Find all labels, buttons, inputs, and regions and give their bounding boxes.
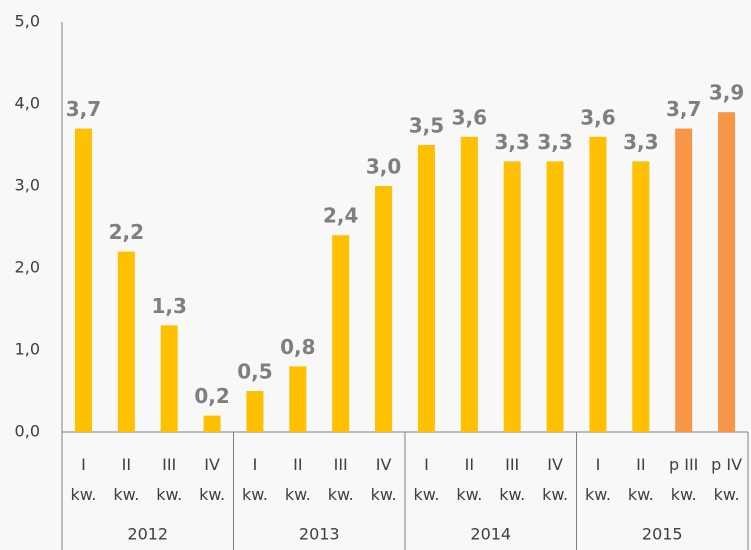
x-tick-label-line: II — [122, 455, 131, 474]
value-label: 2,4 — [323, 204, 358, 228]
x-tick-label-line: II — [636, 455, 645, 474]
group-label: 2012 — [127, 525, 168, 544]
x-tick-label-line: kw. — [113, 485, 139, 504]
value-label: 0,5 — [237, 360, 272, 384]
x-tick-label: II kw. — [285, 455, 311, 504]
value-label: 3,3 — [494, 130, 529, 154]
group-label: 2014 — [470, 525, 511, 544]
x-tick-label-line: kw. — [628, 485, 654, 504]
bar — [504, 161, 521, 432]
value-label: 1,3 — [151, 294, 186, 318]
x-tick-label-line: kw. — [542, 485, 568, 504]
bar — [375, 186, 392, 432]
bar — [418, 145, 435, 432]
x-tick-label-line: I — [253, 455, 258, 474]
value-label: 0,8 — [280, 335, 315, 359]
x-tick-label-line: kw. — [585, 485, 611, 504]
group-label: 2015 — [642, 525, 683, 544]
x-tick-label-line: kw. — [714, 485, 740, 504]
x-tick-label-line: IV — [376, 455, 392, 474]
x-tick-label-line: kw. — [456, 485, 482, 504]
bar — [204, 416, 221, 432]
x-tick-label: IV kw. — [199, 455, 225, 504]
x-tick-label: III kw. — [156, 455, 182, 504]
x-tick-label-line: II — [465, 455, 474, 474]
x-tick-label: II kw. — [628, 455, 654, 504]
bar — [675, 129, 692, 432]
x-tick-label-line: kw. — [70, 485, 96, 504]
x-tick-label-line: kw. — [413, 485, 439, 504]
value-label: 3,6 — [452, 105, 487, 129]
bar — [118, 252, 135, 432]
y-tick-label: 5,0 — [15, 12, 40, 31]
x-tick-label: III kw. — [328, 455, 354, 504]
y-tick-label: 2,0 — [15, 258, 40, 277]
value-label: 3,5 — [409, 114, 444, 138]
value-label: 3,6 — [580, 105, 615, 129]
x-tick-label-line: III — [162, 455, 176, 474]
x-tick-label: p III kw. — [669, 455, 698, 504]
x-tick-label-line: p IV — [711, 455, 742, 474]
y-tick-label: 3,0 — [15, 176, 40, 195]
bar — [632, 161, 649, 432]
value-label: 3,3 — [623, 130, 658, 154]
x-tick-label-line: kw. — [371, 485, 397, 504]
bar — [589, 137, 606, 432]
x-tick-label: II kw. — [113, 455, 139, 504]
value-label: 3,7 — [666, 97, 701, 121]
x-tick-label-line: IV — [547, 455, 563, 474]
value-label: 2,2 — [109, 220, 144, 244]
group-label: 2013 — [299, 525, 340, 544]
bar — [289, 366, 306, 432]
x-tick-label-line: kw. — [199, 485, 225, 504]
bar — [547, 161, 564, 432]
x-tick-label-line: kw. — [671, 485, 697, 504]
x-tick-label: II kw. — [456, 455, 482, 504]
x-tick-label-line: kw. — [156, 485, 182, 504]
x-tick-label: IV kw. — [371, 455, 397, 504]
value-label: 3,9 — [709, 81, 744, 105]
chart: 0,01,02,03,04,05,0Ikw.3,7IIkw.2,2IIIkw.1… — [0, 0, 751, 550]
bar — [461, 137, 478, 432]
x-tick-label: p IV kw. — [711, 455, 742, 504]
x-tick-label-line: I — [81, 455, 86, 474]
value-label: 3,3 — [537, 130, 572, 154]
y-tick-label: 0,0 — [15, 422, 40, 441]
x-tick-label-line: kw. — [242, 485, 268, 504]
value-label: 3,7 — [66, 97, 101, 121]
bar — [246, 391, 263, 432]
bar — [161, 325, 178, 432]
x-tick-label-line: III — [505, 455, 519, 474]
x-tick-label-line: p III — [669, 455, 698, 474]
x-tick-label: III kw. — [499, 455, 525, 504]
x-tick-label-line: I — [424, 455, 429, 474]
x-tick-label-line: kw. — [285, 485, 311, 504]
x-tick-label: IV kw. — [542, 455, 568, 504]
bar — [718, 112, 735, 432]
x-tick-label-line: II — [293, 455, 302, 474]
value-label: 0,2 — [194, 384, 229, 408]
y-tick-label: 1,0 — [15, 340, 40, 359]
x-tick-label-line: I — [596, 455, 601, 474]
y-tick-label: 4,0 — [15, 94, 40, 113]
bar — [75, 129, 92, 432]
x-tick-label-line: kw. — [328, 485, 354, 504]
bar — [332, 235, 349, 432]
x-tick-label-line: kw. — [499, 485, 525, 504]
value-label: 3,0 — [366, 155, 401, 179]
x-tick-label-line: IV — [204, 455, 220, 474]
x-tick-label-line: III — [334, 455, 348, 474]
